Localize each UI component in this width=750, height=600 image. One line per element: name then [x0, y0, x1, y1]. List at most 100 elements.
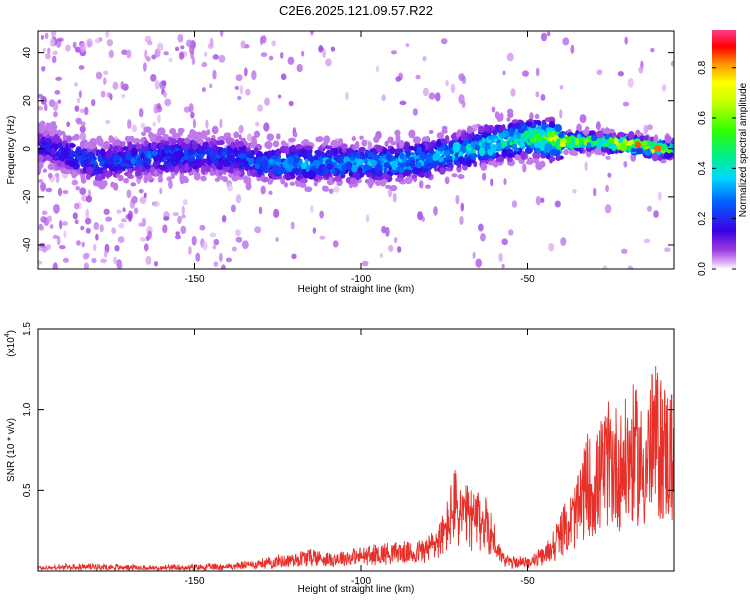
- spectrogram-ridge-blob: [105, 158, 115, 165]
- spectrogram-xtick-label: -50: [520, 274, 535, 285]
- spectrogram-ridge-blob: [399, 151, 405, 160]
- spectrogram-noise-blob: [58, 187, 63, 197]
- spectrogram-ridge-blob: [447, 161, 453, 166]
- spectrogram-noise-blob: [103, 77, 107, 85]
- spectrogram-ridge-blob: [83, 158, 89, 168]
- spectrogram-ridge-blob: [280, 140, 286, 146]
- colorbar-tick-label: 0.0: [697, 262, 708, 276]
- spectrogram-noise-blob: [607, 172, 612, 178]
- spectrogram-noise-blob: [287, 56, 295, 65]
- spectrogram-ridge-blob: [411, 173, 418, 178]
- spectrogram-ridge-blob: [437, 146, 445, 152]
- spectrogram-noise-blob: [472, 251, 476, 259]
- spectrogram-ridge-blob: [456, 162, 462, 168]
- spectrogram-ridge-blob: [105, 149, 113, 158]
- spectrogram-ridge-blob: [150, 141, 159, 150]
- spectrogram-ridge-blob: [143, 126, 152, 133]
- spectrogram-ridge-blob: [220, 159, 226, 165]
- spectrogram-noise-blob: [49, 224, 54, 229]
- spectrogram-noise-blob: [177, 215, 182, 225]
- spectrogram-ridge-blob: [567, 143, 574, 148]
- spectrogram-noise-blob: [255, 121, 260, 127]
- spectrogram-ridge-blob: [110, 181, 115, 188]
- spectrogram-ridge-blob: [532, 151, 541, 160]
- snr-ytick-label: 0.5: [22, 483, 33, 497]
- spectrogram-ridge-blob: [268, 158, 275, 165]
- spectrogram-ridge-blob: [292, 162, 298, 168]
- spectrogram-noise-blob: [459, 215, 464, 225]
- spectrogram-ridge-blob: [175, 150, 185, 159]
- spectrogram-noise-blob: [595, 121, 601, 131]
- spectrogram-noise-blob: [540, 32, 548, 42]
- spectrogram-ridge-blob: [176, 137, 184, 146]
- spectrogram-ridge-blob: [275, 148, 282, 156]
- spectrogram-ridge-blob: [80, 175, 86, 181]
- spectrogram-noise-blob: [53, 111, 58, 118]
- spectrogram-noise-blob: [80, 108, 85, 114]
- spectrogram-noise-blob: [41, 210, 48, 215]
- spectrogram-ridge-blob: [586, 141, 592, 149]
- spectrogram-noise-blob: [312, 227, 317, 234]
- spectrogram-ridge-blob: [445, 155, 453, 161]
- spectrogram-noise-blob: [213, 238, 220, 246]
- spectrogram-ridge-blob: [514, 123, 522, 129]
- spectrogram-ridge-blob: [596, 130, 604, 139]
- spectrogram-noise-blob: [52, 50, 58, 56]
- spectrogram-noise-blob: [72, 41, 77, 49]
- spectrogram-ridge-blob: [617, 131, 625, 138]
- spectrogram-noise-blob: [213, 261, 219, 267]
- spectrogram-ridge-blob: [541, 119, 547, 125]
- spectrogram-noise-blob: [310, 205, 314, 214]
- spectrogram-noise-blob: [83, 106, 89, 116]
- spectrogram-noise-blob: [188, 246, 192, 255]
- spectrogram-ridge-blob: [366, 178, 375, 187]
- spectrogram-ridge-blob: [234, 170, 242, 176]
- spectrogram-ridge-blob: [153, 155, 159, 162]
- spectrogram-noise-blob: [257, 104, 264, 112]
- spectrogram-noise-blob: [202, 241, 208, 251]
- spectrogram-noise-blob: [92, 243, 97, 252]
- spectrogram-ridge-blob: [260, 165, 266, 171]
- spectrogram-noise-blob: [330, 46, 336, 52]
- spectrogram-noise-blob: [94, 37, 101, 44]
- spectrogram-ridge-blob: [260, 185, 266, 195]
- spectrogram-noise-blob: [319, 210, 324, 219]
- spectrogram-ridge-blob: [375, 164, 380, 173]
- spectrogram-ridge-blob: [548, 120, 556, 129]
- spectrogram-noise-blob: [627, 77, 634, 88]
- spectrogram-noise-blob: [54, 90, 61, 95]
- spectrogram-noise-blob: [56, 235, 61, 246]
- spectrogram-ridge-blob: [68, 143, 76, 148]
- spectrogram-ridge-blob: [438, 157, 444, 163]
- spectrogram-noise-blob: [501, 238, 508, 246]
- spectrogram-noise-blob: [38, 178, 44, 184]
- spectrogram-noise-blob: [81, 241, 85, 248]
- spectrogram-ridge-blob: [234, 157, 242, 164]
- spectrogram-ridge-blob: [460, 134, 466, 141]
- spectrogram-ridge-blob: [101, 180, 108, 187]
- spectrogram-ridge-blob: [48, 172, 53, 179]
- spectrogram-noise-blob: [195, 252, 201, 262]
- spectrogram-noise-blob: [604, 204, 612, 214]
- spectrogram-ridge-blob: [451, 173, 458, 178]
- spectrogram-ridge-blob: [122, 146, 129, 151]
- spectrogram-noise-blob: [367, 141, 373, 151]
- spectrogram-ridge-blob: [508, 127, 514, 137]
- spectrogram-ridge-blob: [351, 136, 357, 142]
- spectrogram-noise-blob: [76, 97, 81, 104]
- spectrogram-noise-blob: [38, 93, 44, 99]
- spectrogram-noise-blob: [490, 178, 494, 187]
- spectrogram-ridge-blob: [544, 142, 553, 152]
- spectrogram-noise-blob: [41, 246, 48, 253]
- spectrogram-ridge-blob: [419, 152, 426, 161]
- spectrogram-noise-blob: [273, 208, 280, 218]
- spectrogram-noise-blob: [572, 188, 577, 194]
- spectrogram-ridge-blob: [233, 131, 240, 139]
- spectrogram-noise-blob: [657, 191, 662, 201]
- spectrogram-ridge-blob: [331, 139, 338, 147]
- spectrogram-noise-blob: [47, 47, 51, 55]
- spectrogram-ridge-blob: [506, 153, 514, 158]
- spectrogram-ridge-blob: [394, 129, 401, 137]
- spectrogram-ridge-blob: [395, 177, 403, 183]
- spectrogram-noise-blob: [622, 101, 630, 107]
